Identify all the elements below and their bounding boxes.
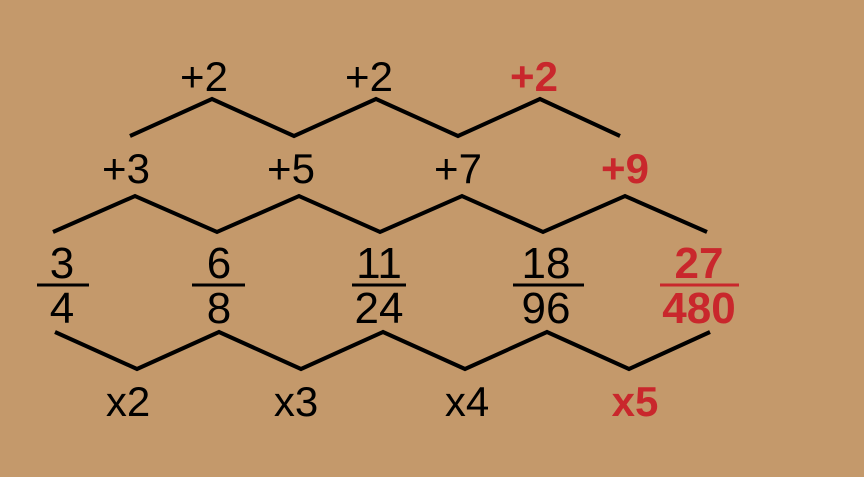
middle-zigzag — [52, 193, 708, 235]
fraction-4: 18 96 — [513, 239, 584, 333]
numerator: 27 — [675, 239, 724, 288]
numerator: 18 — [522, 239, 571, 288]
denominator: 96 — [522, 284, 571, 333]
top-zigzag — [129, 96, 621, 139]
fractions-row: 3 4 6 8 11 24 18 96 27 480 — [37, 239, 739, 333]
bottom-zigzag — [54, 329, 711, 372]
top-difference-answer: +2 — [510, 53, 558, 100]
top-differences: +2 +2 +2 — [180, 53, 558, 100]
zigzag-lines — [52, 96, 711, 372]
denominator-multiplier-3: x4 — [445, 378, 489, 425]
denominator-multiplier-1: x2 — [106, 378, 150, 425]
numerator: 6 — [207, 239, 231, 288]
fraction-answer: 27 480 — [660, 239, 739, 333]
top-difference-1: +2 — [180, 53, 228, 100]
denominator: 4 — [50, 284, 74, 333]
denominator: 24 — [355, 284, 404, 333]
numerator: 3 — [50, 239, 74, 288]
denominator: 8 — [207, 284, 231, 333]
numerator-differences: +3 +5 +7 +9 — [102, 145, 649, 192]
denominator-multiplier-answer: x5 — [612, 378, 659, 425]
numerator-difference-1: +3 — [102, 145, 150, 192]
fraction-2: 6 8 — [192, 239, 245, 333]
fraction-1: 3 4 — [37, 239, 89, 333]
numerator-difference-2: +5 — [267, 145, 315, 192]
numerator-difference-3: +7 — [434, 145, 482, 192]
numerator-difference-answer: +9 — [601, 145, 649, 192]
denominator-multiplier-2: x3 — [274, 378, 318, 425]
top-difference-2: +2 — [345, 53, 393, 100]
fraction-3: 11 24 — [352, 239, 406, 333]
numerator: 11 — [356, 239, 402, 288]
denominator-multipliers: x2 x3 x4 x5 — [106, 378, 659, 425]
denominator: 480 — [662, 284, 735, 333]
